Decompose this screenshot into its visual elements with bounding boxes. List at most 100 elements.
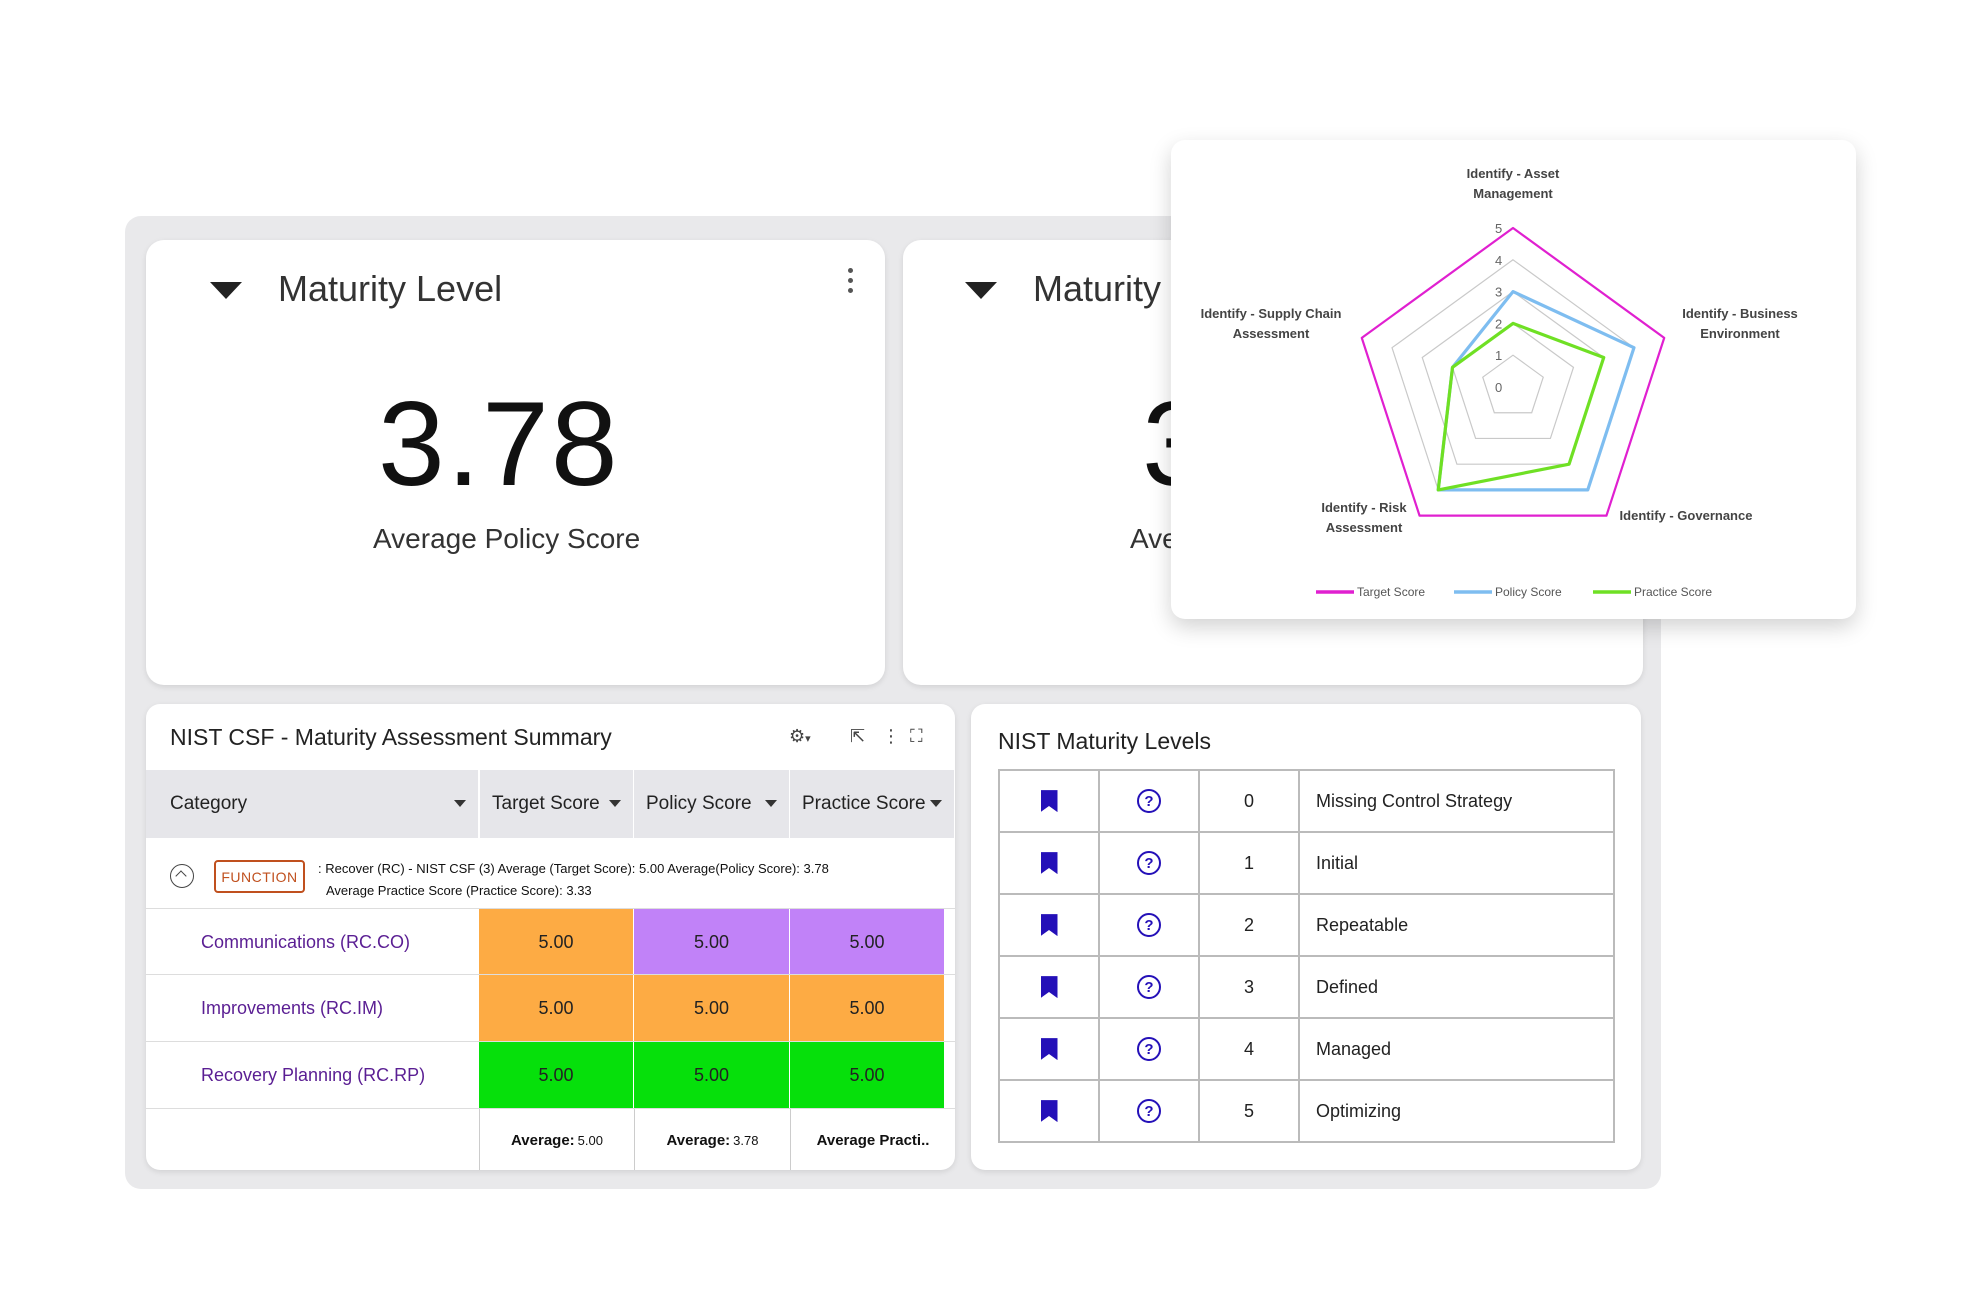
level-name: Repeatable xyxy=(1298,893,1615,957)
bookmark-icon[interactable] xyxy=(1040,790,1058,813)
policy-score-average: Average: 3.78 xyxy=(634,1109,790,1170)
radar-axis-label: Assessment xyxy=(1233,326,1310,341)
bookmark-icon[interactable] xyxy=(1040,914,1058,937)
function-summary-text: : Recover (RC) - NIST CSF (3) Average (T… xyxy=(318,858,938,902)
maturity-levels-table: ? 0 Missing Control Strategy? 1 Initial? 2 Rep… xyxy=(998,769,1615,1143)
level-number: 2 xyxy=(1198,893,1300,957)
function-group-row: FUNCTION : Recover (RC) - NIST CSF (3) A… xyxy=(146,838,955,908)
function-summary-line: Average Practice Score (Practice Score):… xyxy=(326,883,592,898)
dropdown-icon[interactable] xyxy=(765,800,777,807)
column-header-category[interactable]: Category xyxy=(146,770,479,838)
policy-score-cell[interactable]: 5.00 xyxy=(634,975,790,1042)
help-icon[interactable]: ? xyxy=(1137,851,1161,875)
collapse-caret-icon[interactable] xyxy=(210,282,242,299)
radar-scale-label: 3 xyxy=(1495,285,1502,300)
radar-series-target-score xyxy=(1360,226,1666,517)
help-icon[interactable]: ? xyxy=(1137,1037,1161,1061)
level-name: Optimizing xyxy=(1298,1079,1615,1143)
column-header-label: Practice Score xyxy=(802,793,926,814)
help-cell: ? xyxy=(1098,1017,1200,1081)
column-header-label: Policy Score xyxy=(646,793,752,814)
maturity-level-row: ? 4 Managed xyxy=(998,1017,1615,1081)
practice-score-cell[interactable]: 5.00 xyxy=(790,1042,945,1109)
level-name: Initial xyxy=(1298,831,1615,895)
bookmark-icon[interactable] xyxy=(1040,1100,1058,1123)
maturity-level-row: ? 1 Initial xyxy=(998,831,1615,895)
column-header-label: Target Score xyxy=(492,793,600,814)
legend-label: Target Score xyxy=(1357,585,1425,599)
column-header-policy-score[interactable]: Policy Score xyxy=(634,770,790,838)
radar-series-practice-score xyxy=(1436,321,1606,492)
grid-title: NIST CSF - Maturity Assessment Summary xyxy=(170,724,612,750)
dropdown-icon[interactable] xyxy=(930,800,942,807)
maturity-level-row: ? 5 Optimizing xyxy=(998,1079,1615,1143)
radar-scale-label: 1 xyxy=(1495,348,1502,363)
help-icon[interactable]: ? xyxy=(1137,913,1161,937)
level-name: Missing Control Strategy xyxy=(1298,769,1615,833)
bookmark-icon[interactable] xyxy=(1040,852,1058,875)
level-name: Defined xyxy=(1298,955,1615,1019)
maturity-level-card: Maturity Level 3.78 Average Policy Score xyxy=(146,240,885,685)
radar-scale-label: 5 xyxy=(1495,221,1502,236)
collapse-caret-icon[interactable] xyxy=(965,282,997,299)
export-icon[interactable]: ⇱ xyxy=(850,726,866,746)
help-icon[interactable]: ? xyxy=(1137,1099,1161,1123)
average-value: 3.78 xyxy=(733,1132,759,1148)
radar-scale-label: 2 xyxy=(1495,316,1502,331)
radar-axis-label: Identify - Risk xyxy=(1321,500,1407,515)
radar-chart: 0 1 2 3 4 5 Identify - Asset Management Identify… xyxy=(1201,166,1798,599)
help-cell: ? xyxy=(1098,831,1200,895)
radar-scale-label: 0 xyxy=(1495,380,1502,395)
help-cell: ? xyxy=(1098,955,1200,1019)
radar-axis-label: Identify - Asset xyxy=(1467,166,1560,181)
function-summary-line: : Recover (RC) - NIST CSF (3) Average (T… xyxy=(318,861,829,876)
policy-score-cell[interactable]: 5.00 xyxy=(634,1042,790,1109)
target-score-cell[interactable]: 5.00 xyxy=(479,1042,634,1109)
maturity-level-row: ? 2 Repeatable xyxy=(998,893,1615,957)
more-options-icon[interactable] xyxy=(845,268,855,298)
maturity-level-row: ? 0 Missing Control Strategy xyxy=(998,769,1615,833)
category-link[interactable]: Improvements (RC.IM) xyxy=(201,998,384,1018)
table-row: Improvements (RC.IM) 5.00 5.00 5.00 xyxy=(146,974,955,1042)
practice-score-cell[interactable]: 5.00 xyxy=(790,975,945,1042)
practice-score-cell[interactable]: 5.00 xyxy=(790,909,945,975)
expand-icon[interactable]: ⛶ xyxy=(910,726,923,746)
dropdown-icon[interactable] xyxy=(454,800,466,807)
average-label: Average: xyxy=(511,1131,575,1149)
level-number: 5 xyxy=(1198,1079,1300,1143)
column-header-target-score[interactable]: Target Score xyxy=(479,770,634,838)
level-number: 3 xyxy=(1198,955,1300,1019)
bookmark-icon[interactable] xyxy=(1040,976,1058,999)
collapse-group-icon[interactable] xyxy=(170,864,194,888)
category-link[interactable]: Recovery Planning (RC.RP) xyxy=(201,1065,426,1085)
card-title: NIST Maturity Levels xyxy=(998,728,1212,754)
radar-grid-ring xyxy=(1482,354,1544,414)
help-icon[interactable]: ? xyxy=(1137,975,1161,999)
target-score-cell[interactable]: 5.00 xyxy=(479,975,634,1042)
target-score-cell[interactable]: 5.00 xyxy=(479,909,634,975)
category-link[interactable]: Communications (RC.CO) xyxy=(201,931,411,952)
settings-gear-icon[interactable]: ⚙▾ xyxy=(789,726,811,746)
average-policy-score-value: 3.78 xyxy=(378,377,620,511)
radar-chart-card: 0 1 2 3 4 5 Identify - Asset Management Identify… xyxy=(1171,140,1856,619)
practice-score-average: Average Practi.. xyxy=(790,1109,955,1170)
bookmark-cell xyxy=(998,955,1100,1019)
column-header-practice-score[interactable]: Practice Score xyxy=(790,770,955,838)
bookmark-cell xyxy=(998,1079,1100,1143)
radar-grid-ring xyxy=(1361,227,1665,517)
bookmark-cell xyxy=(998,893,1100,957)
more-options-icon[interactable]: ⋮ xyxy=(882,726,900,746)
radar-axis-label: Identify - Governance xyxy=(1620,508,1753,523)
average-label: Average: xyxy=(666,1131,731,1149)
dropdown-icon[interactable] xyxy=(609,800,621,807)
score-label: Ave xyxy=(1130,523,1178,554)
function-badge: FUNCTION xyxy=(214,860,305,893)
card-title: Maturity Level xyxy=(278,268,503,309)
policy-score-cell[interactable]: 5.00 xyxy=(634,909,790,975)
bookmark-cell xyxy=(998,769,1100,833)
average-policy-score-label: Average Policy Score xyxy=(373,523,641,554)
radar-axis-label: Identify - Business xyxy=(1682,306,1798,321)
radar-grid-ring xyxy=(1421,290,1605,465)
bookmark-icon[interactable] xyxy=(1040,1038,1058,1061)
help-icon[interactable]: ? xyxy=(1137,789,1161,813)
